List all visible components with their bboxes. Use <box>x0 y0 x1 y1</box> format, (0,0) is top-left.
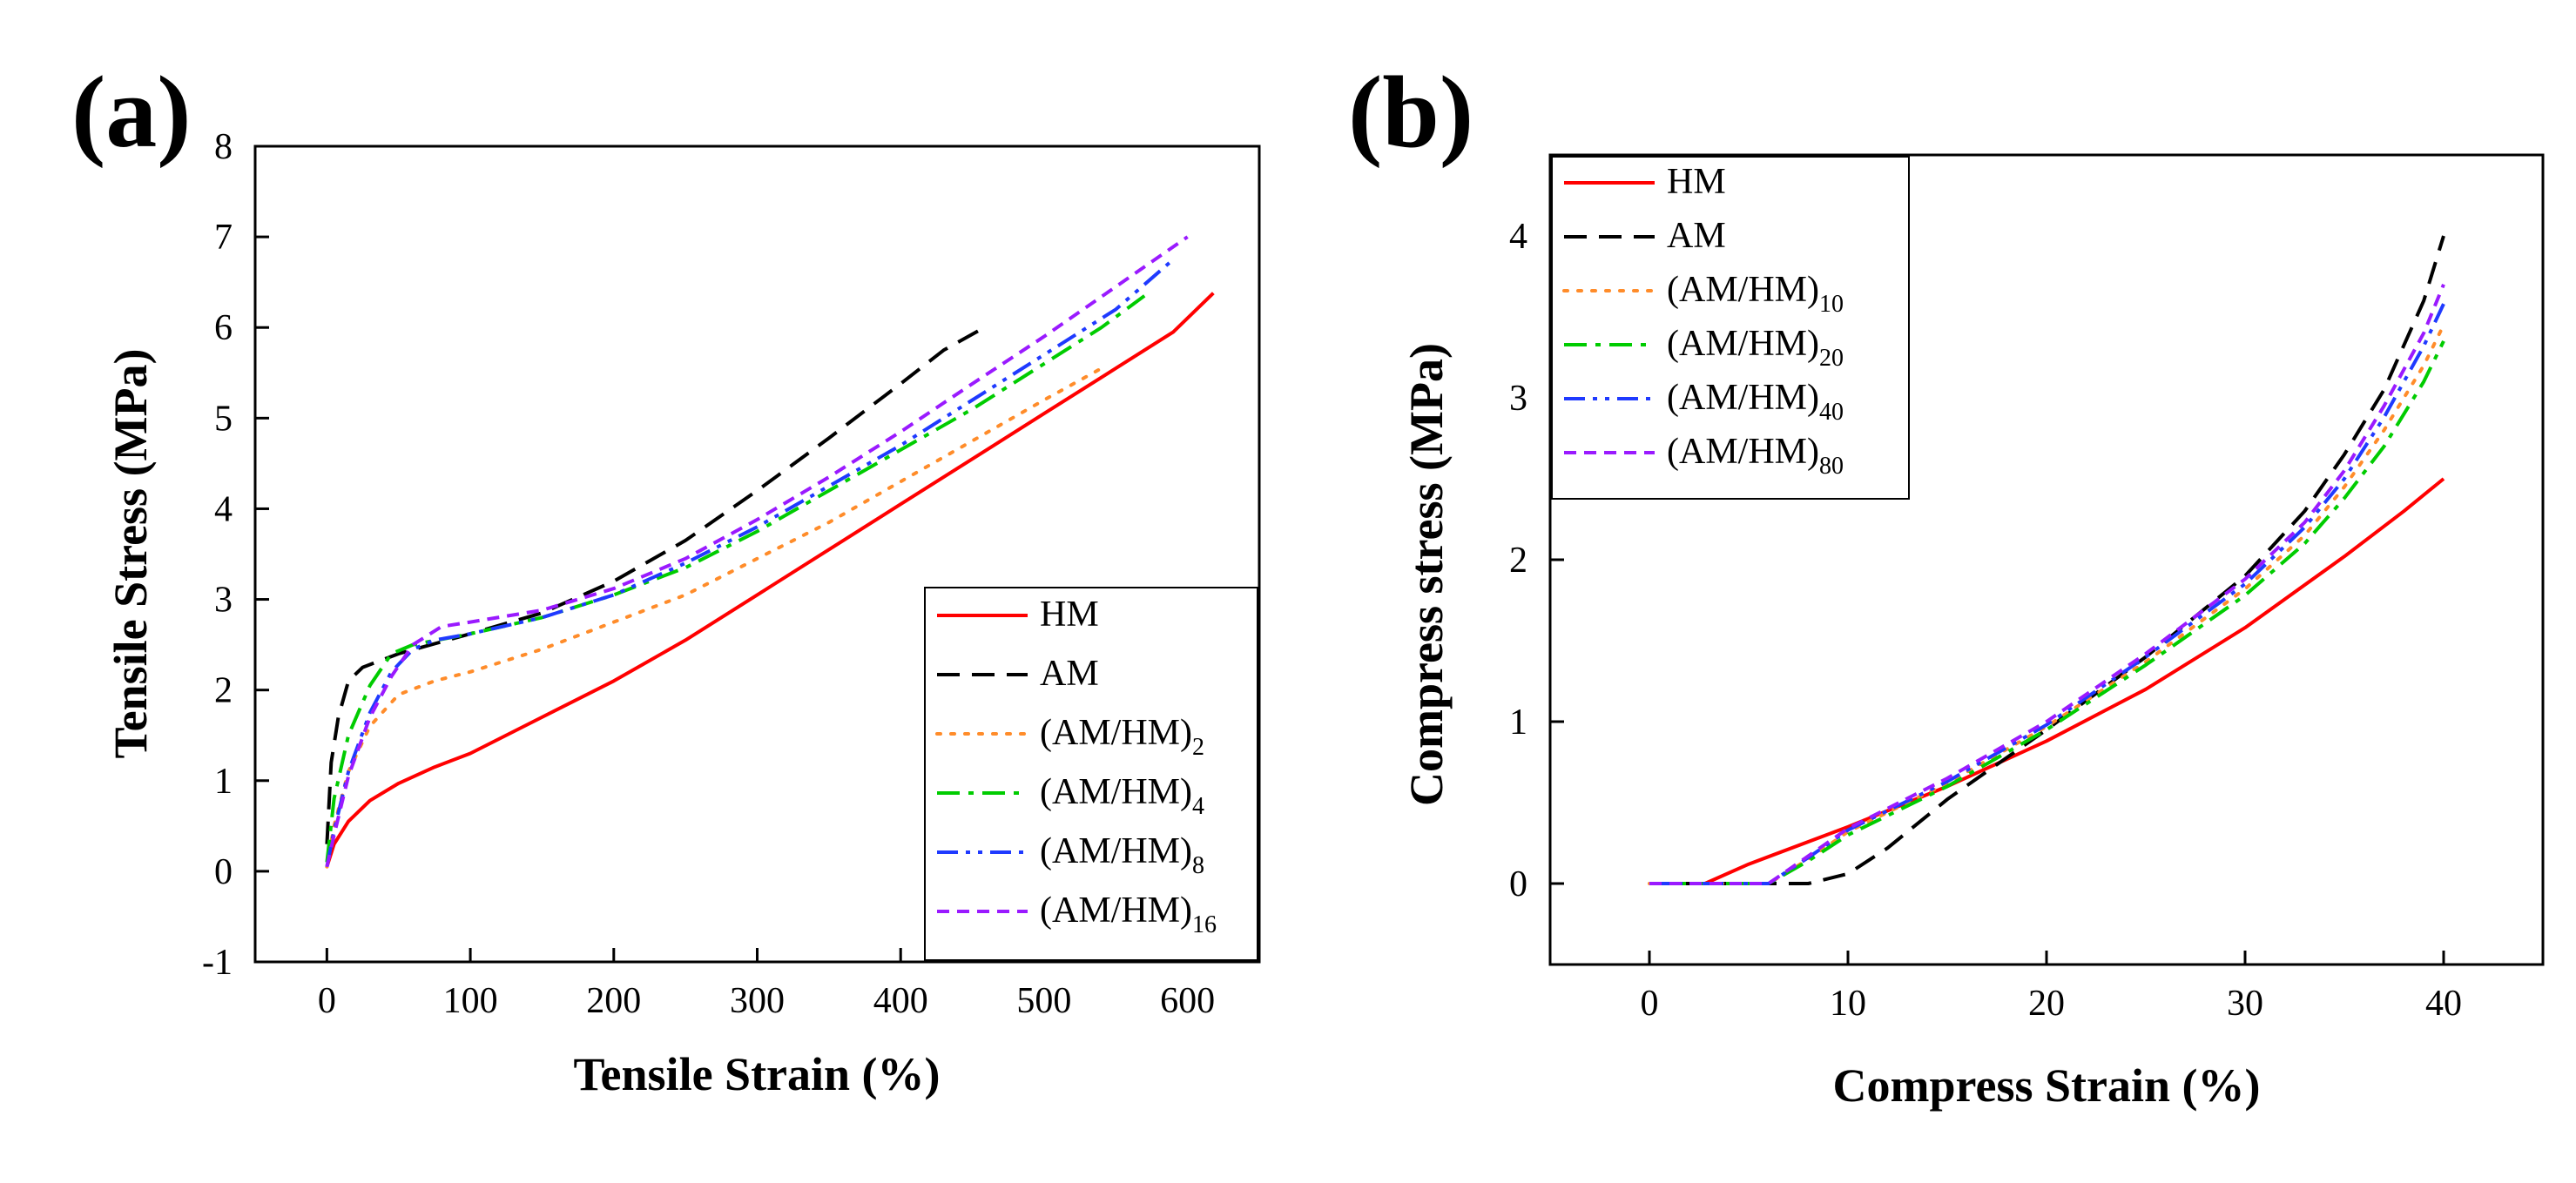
panel-b-legend-label-sub: 40 <box>1819 399 1844 426</box>
panel-b-series <box>1648 235 2445 885</box>
panel-a-legend-label-main: AM <box>1040 654 1099 694</box>
panel-a-legend-label-sub: 4 <box>1192 793 1204 820</box>
panel-b-legend-label-main: AM <box>1667 216 1726 256</box>
panel-b-legend-label-main: (AM/HM) <box>1667 378 1819 418</box>
panel-a-legend-label-sub: 8 <box>1192 852 1204 879</box>
panel-b-legend-label: (AM/HM)10 <box>1667 270 1844 318</box>
panel-a-legend-label: (AM/HM)8 <box>1040 831 1204 879</box>
panel-a-legend-label-main: (AM/HM) <box>1040 831 1192 871</box>
panel-a-y-tick-label: 5 <box>214 399 233 439</box>
panel-a-legend-label-main: (AM/HM) <box>1040 713 1192 753</box>
panel-a-legend-label: AM <box>1040 654 1099 694</box>
panel-b-y-tick-label: 0 <box>1509 864 1527 904</box>
panel-a-series-line-2 <box>325 366 1103 869</box>
panel-a-x-tick-label: 500 <box>1016 981 1071 1021</box>
panel-b-series-line-3 <box>1649 340 2445 885</box>
panel-a-legend-label: HM <box>1040 595 1099 635</box>
panel-b-y-axis-title: Compress stress (MPa) <box>1400 343 1453 806</box>
panel-a-label: (a) <box>71 55 192 169</box>
panel-a-legend-label-main: HM <box>1040 595 1099 635</box>
panel-b-x-tick-label: 10 <box>1830 984 1866 1024</box>
panel-b-legend-label-sub: 10 <box>1819 291 1844 318</box>
panel-b-legend-box <box>1551 156 1910 500</box>
panel-b-legend-label-main: (AM/HM) <box>1667 270 1819 310</box>
panel-b-x-tick-label: 40 <box>2425 984 2462 1024</box>
panel-b-legend-label-main: (AM/HM) <box>1667 432 1819 472</box>
panel-b-x-tick-label: 0 <box>1641 984 1659 1024</box>
panel-a: (a) Tensile Strain (%) Tensile Stress (M… <box>71 55 1261 1100</box>
panel-a-x-axis-title: Tensile Strain (%) <box>573 1048 940 1100</box>
panel-a-series-line-0 <box>325 292 1215 868</box>
panel-b-legend-label: (AM/HM)40 <box>1667 378 1844 426</box>
panel-b-legend-label-sub: 80 <box>1819 453 1844 480</box>
panel-a-y-tick-label: 8 <box>214 127 233 167</box>
panel-b-legend-label: (AM/HM)80 <box>1667 432 1844 480</box>
panel-b-legend-label: HM <box>1667 162 1726 202</box>
panel-b-y-tick-label: 2 <box>1509 541 1527 581</box>
panel-a-y-tick-label: 7 <box>214 218 233 258</box>
panel-b-label: (b) <box>1348 55 1473 169</box>
panel-a-legend-label: (AM/HM)2 <box>1040 713 1204 761</box>
panel-a-x-tick-label: 200 <box>586 981 641 1021</box>
panel-a-x-tick-label: 300 <box>730 981 785 1021</box>
panel-b-y-tick-label: 1 <box>1509 702 1527 743</box>
panel-a-x-tick-label: 0 <box>318 981 336 1021</box>
panel-a-y-tick-label: 0 <box>214 852 233 892</box>
panel-b-series-line-5 <box>1649 284 2445 885</box>
panel-b-series-line-0 <box>1649 477 2445 885</box>
panel-b-x-tick-label: 30 <box>2227 984 2263 1024</box>
panel-a-series-line-5 <box>325 235 1189 868</box>
panel-a-legend-label-main: (AM/HM) <box>1040 891 1192 931</box>
panel-a-y-axis-title: Tensile Stress (MPa) <box>105 349 157 759</box>
panel-a-legend-label: (AM/HM)4 <box>1040 772 1204 820</box>
panel-a-y-tick-label: 3 <box>214 581 233 621</box>
panel-b-legend-label-sub: 20 <box>1819 345 1844 372</box>
panel-a-series <box>325 235 1215 869</box>
panel-b: (b) Compress Strain (%) Compress stress … <box>1348 55 2545 1112</box>
panel-a-y-tick-label: 4 <box>214 489 233 529</box>
panel-a-legend-label-sub: 2 <box>1192 734 1204 761</box>
panel-a-legend-label-sub: 16 <box>1192 911 1217 938</box>
panel-b-x-tick-label: 20 <box>2028 984 2065 1024</box>
panel-b-legend-label-main: HM <box>1667 162 1726 202</box>
panel-a-ticks: 0 100 200 300 400 500 600 -1 0 1 2 3 4 5 6 7 8 <box>202 127 1215 1021</box>
panel-b-y-tick-label: 4 <box>1509 217 1527 257</box>
panel-a-x-tick-label: 400 <box>873 981 928 1021</box>
panel-b-legend-label-main: (AM/HM) <box>1667 324 1819 364</box>
panel-a-y-tick-label: 1 <box>214 762 233 802</box>
panel-a-x-tick-label: 100 <box>443 981 498 1021</box>
panel-a-legend-label-main: (AM/HM) <box>1040 772 1192 812</box>
panel-b-y-tick-label: 3 <box>1509 379 1527 419</box>
panel-a-y-tick-label: -1 <box>202 943 233 983</box>
panel-a-x-tick-label: 600 <box>1160 981 1215 1021</box>
panel-b-legend-label: AM <box>1667 216 1726 256</box>
panel-b-x-axis-title: Compress Strain (%) <box>1833 1059 2261 1112</box>
panel-a-series-line-1 <box>325 328 981 844</box>
panel-a-legend-box <box>924 587 1258 961</box>
panel-a-y-tick-label: 2 <box>214 671 233 711</box>
panel-a-legend-label: (AM/HM)16 <box>1040 891 1217 938</box>
panel-b-legend-label: (AM/HM)20 <box>1667 324 1844 372</box>
panel-a-y-tick-label: 6 <box>214 308 233 348</box>
